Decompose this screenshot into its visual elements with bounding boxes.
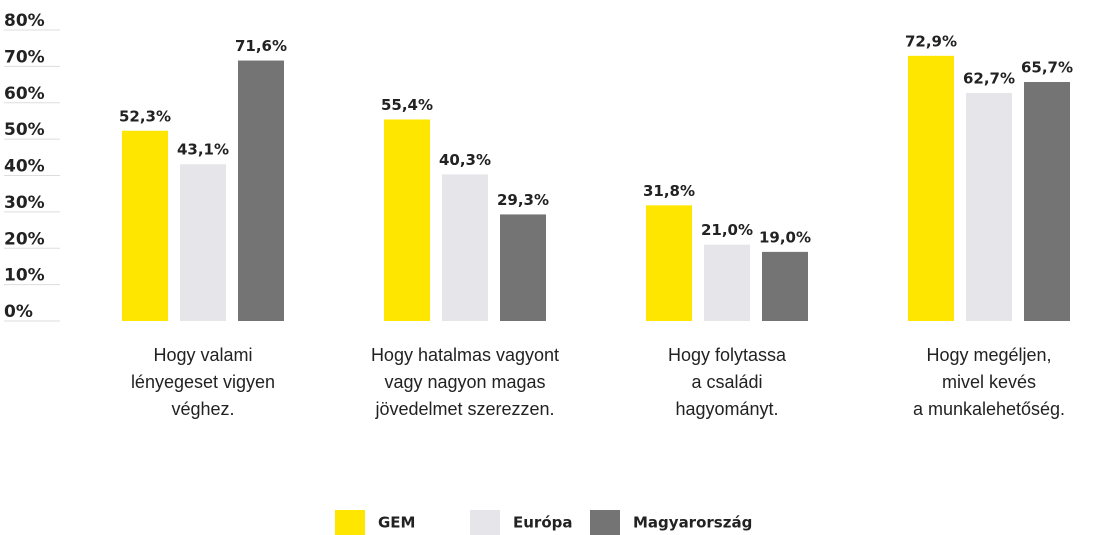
y-tick-label: 30% xyxy=(4,193,45,213)
value-label: 31,8% xyxy=(643,182,695,200)
value-label: 55,4% xyxy=(381,96,433,114)
bar xyxy=(180,164,226,321)
value-label: 21,0% xyxy=(701,221,753,239)
y-tick-label: 0% xyxy=(4,302,33,322)
bar xyxy=(762,251,808,321)
legend-label: Magyarország xyxy=(633,514,752,532)
y-tick-label: 60% xyxy=(4,84,45,104)
y-tick-label: 40% xyxy=(4,157,45,177)
bar xyxy=(442,174,488,321)
bar xyxy=(122,130,168,321)
bar xyxy=(646,205,692,321)
bar xyxy=(1024,82,1070,321)
x-tick-label: Hogy hatalmas vagyont vagy nagyon magas … xyxy=(370,345,560,419)
legend-label: GEM xyxy=(378,514,416,532)
x-tick-label: Hogy megéljen, mivel kevés a munkalehető… xyxy=(912,345,1066,419)
bar xyxy=(500,214,546,321)
legend-swatch xyxy=(590,510,620,535)
y-tick-label: 70% xyxy=(4,47,45,67)
legend-swatch xyxy=(335,510,365,535)
y-tick-label: 20% xyxy=(4,229,45,249)
x-tick-label: Hogy folytassa a családi hagyományt. xyxy=(667,345,787,419)
value-label: 43,1% xyxy=(177,141,229,159)
bar xyxy=(704,244,750,321)
legend-swatch xyxy=(470,510,500,535)
value-label: 62,7% xyxy=(963,69,1015,87)
y-tick-label: 80% xyxy=(4,11,45,31)
legend-label: Európa xyxy=(513,514,573,532)
bar xyxy=(966,92,1012,322)
y-tick-label: 50% xyxy=(4,120,45,140)
bar xyxy=(908,55,954,322)
bar xyxy=(384,119,430,321)
value-label: 29,3% xyxy=(497,191,549,209)
x-tick-label: Hogy valami lényegeset vigyen véghez. xyxy=(130,345,276,419)
value-label: 40,3% xyxy=(439,151,491,169)
value-label: 72,9% xyxy=(905,32,957,50)
bar xyxy=(238,60,284,322)
value-label: 65,7% xyxy=(1021,59,1073,77)
y-tick-label: 10% xyxy=(4,266,45,286)
value-label: 71,6% xyxy=(235,37,287,55)
value-label: 52,3% xyxy=(119,107,171,125)
value-label: 19,0% xyxy=(759,228,811,246)
